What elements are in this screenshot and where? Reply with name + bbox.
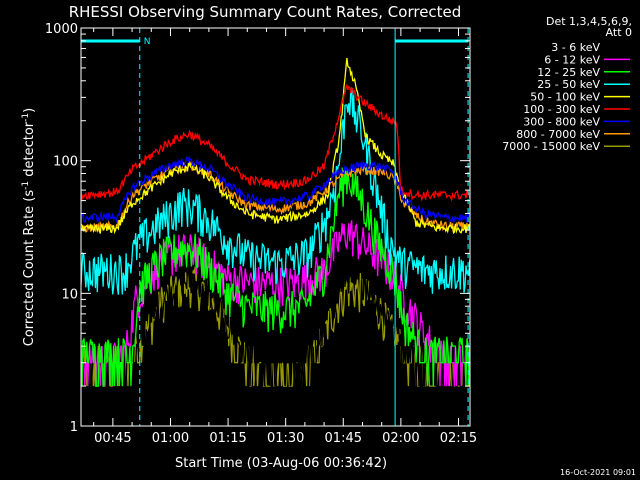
y-tick-label-2: 100 xyxy=(53,155,78,170)
legend-header-0: Det 1,3,4,5,6,9, xyxy=(546,15,632,28)
y-tick-label-3: 1000 xyxy=(45,22,78,37)
legend-label-6: 300 - 800 keV xyxy=(523,115,600,128)
x-tick-label-0: 00:45 xyxy=(94,431,131,446)
flag-label: N xyxy=(144,37,151,47)
series-line-6 xyxy=(81,155,470,224)
legend-label-5: 100 - 300 keV xyxy=(523,103,600,116)
series-line-2 xyxy=(81,167,470,387)
y-tick-label-0: 1 xyxy=(70,420,78,435)
legend-label-2: 12 - 25 keV xyxy=(537,66,600,79)
y-tick-label-1: 10 xyxy=(61,287,78,302)
series-line-7 xyxy=(81,161,470,233)
y-axis-label: Corrected Count Rate (s-1 detector-1) xyxy=(21,108,37,346)
plot-frame xyxy=(80,27,471,427)
x-axis-label: Start Time (03-Aug-06 00:36:42) xyxy=(175,456,387,471)
x-tick-label-6: 02:15 xyxy=(440,431,477,446)
x-tick-label-2: 01:15 xyxy=(209,431,246,446)
x-tick-label-3: 01:30 xyxy=(267,431,304,446)
series-line-0 xyxy=(81,254,470,387)
x-tick-label-4: 01:45 xyxy=(325,431,362,446)
series-line-4 xyxy=(81,58,470,235)
legend-label-7: 800 - 7000 keV xyxy=(516,128,600,141)
series-line-3 xyxy=(81,87,470,295)
x-tick-label-5: 02:00 xyxy=(382,431,419,446)
legend-label-4: 50 - 100 keV xyxy=(530,91,600,104)
x-tick-label-1: 01:00 xyxy=(152,431,189,446)
series-line-5 xyxy=(81,83,470,202)
chart-title: RHESSI Observing Summary Count Rates, Co… xyxy=(69,3,462,21)
legend-label-0: 3 - 6 keV xyxy=(551,41,600,54)
timestamp: 16-Oct-2021 09:01 xyxy=(560,468,636,477)
legend-label-3: 25 - 50 keV xyxy=(537,78,600,91)
legend-label-8: 7000 - 15000 keV xyxy=(502,140,600,153)
legend-label-1: 6 - 12 keV xyxy=(544,53,600,66)
legend-header-1: Att 0 xyxy=(606,26,632,39)
